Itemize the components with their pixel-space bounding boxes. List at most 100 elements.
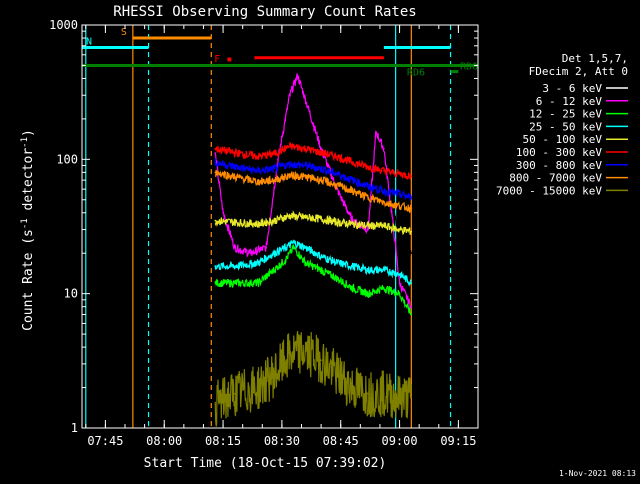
legend-header: FDecim 2, Att 0 [529, 65, 628, 78]
data-point [320, 359, 322, 361]
data-point [351, 190, 354, 192]
data-point [336, 184, 338, 187]
data-point [367, 228, 369, 231]
data-point [214, 161, 217, 164]
data-point [257, 232, 260, 235]
data-point [312, 134, 315, 137]
series-group [214, 73, 413, 427]
data-point [257, 223, 260, 225]
data-point [320, 218, 322, 220]
data-point [214, 403, 217, 406]
data-point [383, 225, 385, 227]
data-point [398, 396, 401, 398]
data-point [288, 163, 291, 165]
data-point [351, 287, 354, 289]
data-point [304, 176, 307, 178]
legend-entry: 800 - 7000 keV [509, 172, 602, 185]
data-point [257, 155, 260, 158]
data-point [273, 179, 275, 181]
data-point [398, 173, 401, 175]
data-point [214, 152, 217, 155]
data-point [390, 211, 393, 214]
legend-entry: 50 - 100 keV [523, 133, 603, 146]
status-bar-label: N [86, 36, 92, 47]
data-point [351, 386, 354, 389]
y-tick-label: 10 [64, 287, 78, 301]
data-point [288, 145, 291, 148]
data-point [320, 151, 322, 154]
data-point [269, 205, 271, 207]
data-point [214, 188, 217, 190]
data-point [273, 168, 275, 170]
status-bar-label: S [121, 27, 127, 38]
data-point [288, 214, 291, 217]
vertical-markers [85, 25, 452, 428]
y-tick-label: 1000 [49, 18, 78, 32]
legend-entry: 300 - 800 keV [516, 159, 602, 172]
data-point [328, 147, 330, 150]
data-point [367, 225, 369, 227]
data-point [214, 265, 217, 268]
legend-entry: 3 - 6 keV [542, 82, 602, 95]
data-point [226, 211, 228, 214]
series-line [214, 83, 412, 256]
y-tick-label: 100 [56, 152, 78, 166]
data-point [214, 147, 217, 150]
data-point [320, 269, 322, 271]
data-point [234, 282, 236, 284]
data-point [296, 105, 299, 107]
legend-entry: 6 - 12 keV [536, 95, 603, 108]
y-tick-label: 1 [71, 421, 78, 435]
series-line [214, 244, 412, 316]
data-point [336, 221, 338, 224]
status-bar-label: F ▪ [214, 54, 232, 65]
data-point [320, 179, 322, 181]
data-point [273, 373, 275, 376]
data-point [222, 211, 224, 214]
data-point [214, 219, 217, 222]
legend-entry: 12 - 25 keV [529, 108, 602, 121]
data-point [320, 255, 322, 258]
data-point [410, 252, 413, 255]
data-point [398, 292, 401, 295]
data-point [304, 216, 307, 219]
x-tick-label: 07:45 [87, 434, 123, 448]
data-point [288, 94, 291, 97]
data-point [304, 350, 307, 353]
series-line [214, 73, 412, 310]
data-point [351, 161, 354, 164]
data-point [367, 269, 369, 271]
series-line [214, 158, 412, 201]
data-point [257, 386, 260, 389]
data-point [304, 164, 307, 167]
legend-entry: 100 - 300 keV [516, 146, 602, 159]
data-point [410, 282, 413, 284]
series-line [214, 141, 412, 181]
data-point [410, 196, 413, 199]
data-point [410, 207, 413, 210]
data-point [288, 174, 291, 177]
data-point [343, 171, 346, 174]
data-point [367, 392, 369, 395]
data-point [288, 85, 291, 88]
data-point [273, 269, 275, 271]
data-point [304, 147, 307, 150]
data-point [234, 246, 236, 249]
data-point [410, 396, 413, 398]
data-point [304, 261, 307, 264]
data-point [379, 134, 381, 137]
data-point [241, 228, 244, 231]
data-point [234, 221, 236, 224]
data-point [234, 176, 236, 178]
data-point [257, 170, 260, 172]
x-tick-label: 09:00 [381, 434, 417, 448]
x-tick-label: 08:15 [205, 434, 241, 448]
data-point [383, 287, 385, 289]
y-axis-label: Count Rate (s-1 detector-1) [20, 129, 36, 331]
data-point [383, 269, 385, 271]
axes: 1 10 100 1000 07:45 08:00 08:15 08:30 08:45 09:00… [49, 18, 479, 448]
footer-date: 1-Nov-2021 08:13 [559, 469, 636, 478]
data-point [383, 138, 385, 141]
